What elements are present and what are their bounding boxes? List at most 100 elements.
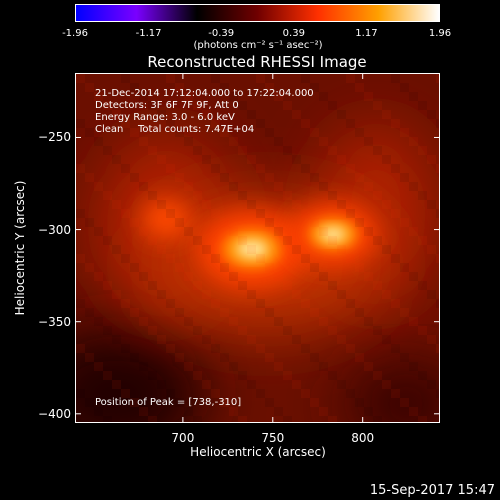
colorbar-tick-label: -1.17 bbox=[135, 28, 162, 39]
pixel-block bbox=[139, 137, 148, 146]
pixel-block bbox=[139, 362, 148, 371]
pixel-block bbox=[364, 407, 373, 416]
pixel-block bbox=[148, 416, 157, 422]
pixel-block bbox=[139, 182, 148, 191]
pixel-block bbox=[427, 200, 436, 209]
pixel-block bbox=[157, 245, 166, 254]
pixel-block bbox=[418, 146, 427, 155]
pixel-block bbox=[301, 389, 310, 398]
y-tick-label: −350 bbox=[38, 314, 71, 329]
pixel-block bbox=[112, 110, 121, 119]
pixel-block bbox=[184, 362, 193, 371]
pixel-block bbox=[220, 128, 229, 137]
pixel-block bbox=[337, 335, 346, 344]
x-tick-label: 800 bbox=[351, 431, 375, 445]
pixel-block bbox=[238, 416, 247, 422]
pixel-block bbox=[382, 290, 391, 299]
pixel-block bbox=[76, 299, 85, 308]
pixel-block bbox=[238, 281, 247, 290]
pixel-block bbox=[319, 272, 328, 281]
pixel-block bbox=[229, 362, 238, 371]
pixel-block bbox=[112, 245, 121, 254]
colorbar-tick-label: 1.17 bbox=[355, 28, 378, 39]
halo-region bbox=[141, 199, 191, 239]
pixel-block bbox=[319, 92, 328, 101]
pixel-block bbox=[283, 326, 292, 335]
pixel-block bbox=[166, 344, 175, 353]
pixel-block bbox=[229, 407, 238, 416]
pixel-block bbox=[229, 92, 238, 101]
pixel-block bbox=[373, 191, 382, 200]
pixel-block bbox=[355, 263, 364, 272]
pixel-block bbox=[256, 299, 265, 308]
pixel-block bbox=[175, 308, 184, 317]
pixel-block bbox=[355, 173, 364, 182]
pixel-block bbox=[238, 326, 247, 335]
pixel-block bbox=[175, 218, 184, 227]
pixel-block bbox=[301, 74, 310, 83]
pixel-block bbox=[157, 155, 166, 164]
pixel-block bbox=[337, 245, 346, 254]
pixel-block bbox=[292, 290, 301, 299]
pixel-block bbox=[418, 416, 427, 422]
pixel-block bbox=[220, 173, 229, 182]
pixel-block bbox=[427, 110, 436, 119]
pixel-block bbox=[175, 83, 184, 92]
pixel-block bbox=[382, 155, 391, 164]
pixel-block bbox=[373, 146, 382, 155]
pixel-block bbox=[436, 74, 439, 83]
pixel-block bbox=[103, 191, 112, 200]
pixel-block bbox=[418, 191, 427, 200]
pixel-block bbox=[157, 110, 166, 119]
pixel-block bbox=[193, 326, 202, 335]
pixel-block bbox=[274, 272, 283, 281]
pixel-block bbox=[85, 263, 94, 272]
pixel-block bbox=[364, 272, 373, 281]
pixel-block bbox=[400, 308, 409, 317]
pixel-block bbox=[310, 353, 319, 362]
pixel-grid bbox=[76, 74, 439, 422]
pixel-block bbox=[346, 389, 355, 398]
pixel-block bbox=[130, 173, 139, 182]
pixel-block bbox=[283, 191, 292, 200]
pixel-block bbox=[256, 119, 265, 128]
source-core bbox=[236, 240, 269, 258]
pixel-block bbox=[409, 362, 418, 371]
pixel-block bbox=[418, 371, 427, 380]
chart-title: Reconstructed RHESSI Image bbox=[147, 53, 367, 71]
pixel-block bbox=[139, 407, 148, 416]
pixel-block bbox=[373, 416, 382, 422]
pixel-block bbox=[346, 164, 355, 173]
pixel-block bbox=[166, 299, 175, 308]
pixel-block bbox=[310, 173, 319, 182]
pixel-block bbox=[373, 101, 382, 110]
pixel-block bbox=[355, 128, 364, 137]
pixel-block bbox=[265, 263, 274, 272]
pixel-block bbox=[319, 362, 328, 371]
pixel-block bbox=[409, 317, 418, 326]
pixel-block bbox=[391, 164, 400, 173]
pixel-block bbox=[211, 299, 220, 308]
pixel-block bbox=[274, 317, 283, 326]
pixel-block bbox=[202, 110, 211, 119]
pixel-block bbox=[130, 308, 139, 317]
pixel-block bbox=[391, 389, 400, 398]
pixel-block bbox=[121, 254, 130, 263]
pixel-block bbox=[121, 389, 130, 398]
pixel-block bbox=[391, 209, 400, 218]
pixel-block bbox=[202, 155, 211, 164]
pixel-block bbox=[301, 299, 310, 308]
pixel-block bbox=[130, 398, 139, 407]
x-tick-label: 700 bbox=[171, 431, 195, 445]
pixel-block bbox=[211, 119, 220, 128]
y-tick-label: −250 bbox=[38, 130, 71, 145]
pixel-block bbox=[229, 272, 238, 281]
pixel-block bbox=[175, 128, 184, 137]
pixel-block bbox=[310, 128, 319, 137]
pixel-block bbox=[139, 272, 148, 281]
pixel-block bbox=[139, 227, 148, 236]
pixel-block bbox=[364, 317, 373, 326]
pixel-block bbox=[220, 353, 229, 362]
pixel-block bbox=[193, 101, 202, 110]
pixel-block bbox=[166, 119, 175, 128]
